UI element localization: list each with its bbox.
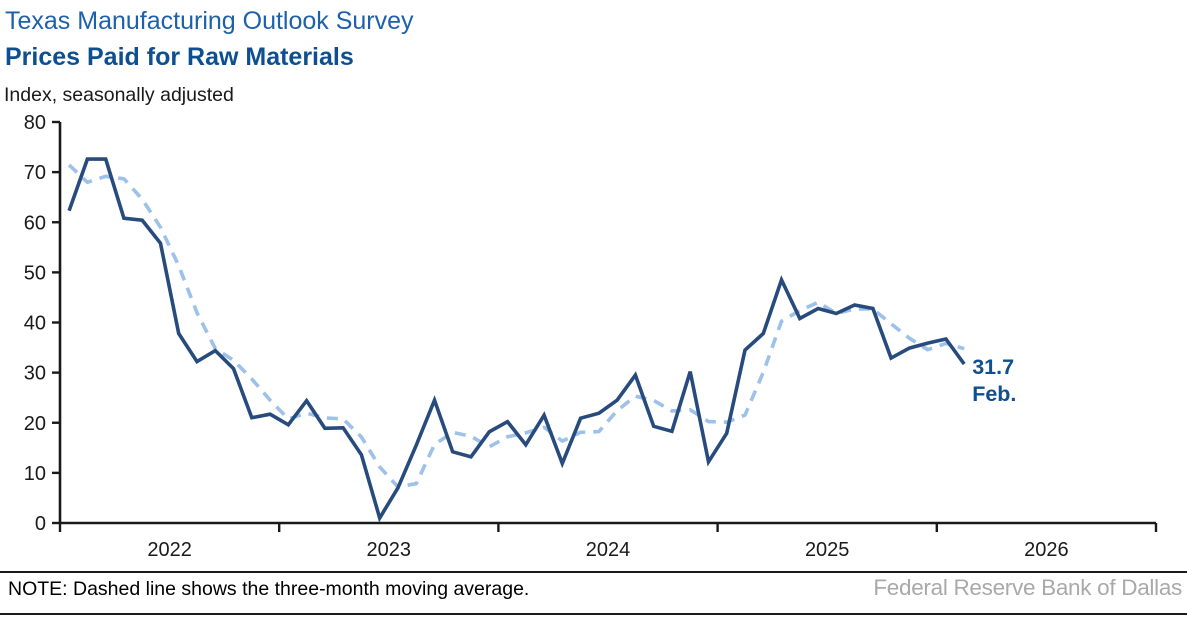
footer-note: NOTE: Dashed line shows the three-month … — [8, 578, 530, 600]
last-point-value: 31.7 — [972, 355, 1015, 380]
x-year-label: 2026 — [1024, 539, 1069, 561]
bottom-border-line — [0, 613, 1187, 615]
x-year-label: 2024 — [586, 539, 631, 561]
chart-subtitle: Prices Paid for Raw Materials — [5, 43, 354, 71]
source-wordmark: Federal Reserve Bank of Dallas — [873, 575, 1182, 600]
y-tick-label: 0 — [35, 513, 46, 535]
index-line — [67, 157, 966, 523]
y-tick-label: 30 — [24, 363, 46, 385]
axes — [58, 122, 1156, 525]
chart-title: Texas Manufacturing Outlook Survey — [5, 7, 414, 35]
last-point-month: Feb. — [972, 382, 1017, 407]
y-tick-label: 50 — [24, 262, 46, 284]
axis-units-note: Index, seasonally adjusted — [4, 84, 234, 106]
x-year-label: 2025 — [805, 539, 850, 561]
y-tick-label: 70 — [24, 162, 46, 184]
y-tick-label: 40 — [24, 313, 46, 335]
moving-average-line — [67, 163, 965, 489]
y-tick-label: 10 — [24, 463, 46, 485]
last-point-label: 31.7 Feb. — [972, 354, 1016, 408]
y-tick-label: 20 — [24, 413, 46, 435]
y-tick-label: 60 — [24, 212, 46, 234]
y-tick-label: 80 — [24, 112, 46, 134]
x-year-label: 2022 — [147, 539, 192, 561]
x-year-label: 2023 — [367, 539, 412, 561]
footer-divider-line — [0, 571, 1187, 573]
